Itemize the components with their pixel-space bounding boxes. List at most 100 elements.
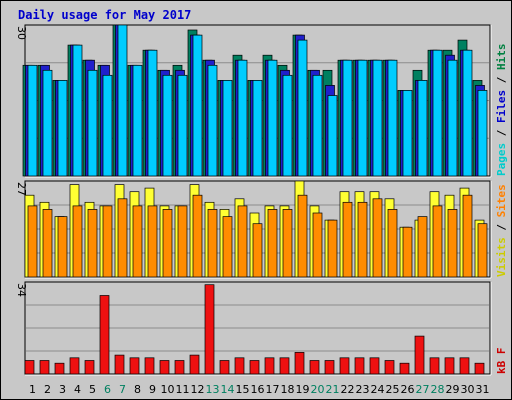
bar-kb-f-day-2 — [39, 360, 50, 375]
x-tick-label-day-2: 2 — [44, 383, 51, 396]
legend-separator: / — [495, 123, 508, 143]
bar-sites-day-23 — [357, 201, 368, 278]
x-tick-label-day-7: 7 — [119, 383, 126, 396]
bar-sites-day-15 — [237, 205, 248, 278]
bar-kb-f-day-30 — [459, 357, 470, 375]
bar-sites-day-1 — [27, 205, 38, 278]
bar-kb-f-day-8 — [129, 357, 140, 375]
x-tick-label-day-25: 25 — [386, 383, 400, 396]
legend-item: Files — [495, 90, 508, 123]
bar-sites-day-27 — [417, 216, 428, 278]
bar-kb-f-day-19 — [294, 352, 305, 375]
bar-kb-f-day-31 — [474, 362, 485, 375]
x-tick-label-day-3: 3 — [59, 383, 66, 396]
bar-sites-day-18 — [282, 209, 293, 278]
bar-pages-day-20 — [312, 74, 323, 177]
bar-pages-day-10 — [162, 74, 173, 177]
ymax-label-kbytes: 34 — [15, 283, 28, 297]
x-tick-label-day-15: 15 — [236, 383, 250, 396]
bar-sites-day-9 — [147, 205, 158, 278]
bar-sites-day-25 — [387, 209, 398, 278]
x-tick-label-day-22: 22 — [341, 383, 355, 396]
bar-kb-f-day-4 — [69, 357, 80, 375]
bar-pages-day-31 — [477, 90, 488, 177]
bar-sites-day-20 — [312, 212, 323, 278]
x-tick-label-day-23: 23 — [356, 383, 370, 396]
x-tick-label-day-28: 28 — [431, 383, 445, 396]
legend-separator: / — [495, 70, 508, 90]
bar-pages-day-23 — [357, 59, 368, 177]
bar-kb-f-day-28 — [429, 357, 440, 375]
chart-title: Daily usage for May 2017 — [18, 8, 191, 22]
bar-kb-f-day-15 — [234, 357, 245, 375]
bar-kb-f-day-25 — [384, 360, 395, 375]
x-tick-label-day-24: 24 — [371, 383, 385, 396]
bar-pages-day-30 — [462, 49, 473, 177]
x-tick-label-day-30: 30 — [461, 383, 475, 396]
bar-sites-day-22 — [342, 201, 353, 278]
bar-sites-day-7 — [117, 198, 128, 278]
bar-sites-day-31 — [477, 223, 488, 278]
bar-sites-day-13 — [207, 209, 218, 278]
x-tick-label-day-12: 12 — [191, 383, 205, 396]
legend-separator: / — [495, 217, 508, 237]
bar-pages-day-8 — [132, 64, 143, 177]
x-tick-label-day-8: 8 — [134, 383, 141, 396]
bar-sites-day-28 — [432, 205, 443, 278]
bar-kb-f-day-7 — [114, 354, 125, 375]
bar-kb-f-day-13 — [204, 284, 215, 375]
legend-item: kB F — [495, 348, 508, 375]
bar-kb-f-day-17 — [264, 357, 275, 375]
bar-kb-f-day-12 — [189, 354, 200, 375]
bar-sites-day-19 — [297, 194, 308, 278]
bar-sites-day-8 — [132, 205, 143, 278]
bar-sites-day-26 — [402, 226, 413, 278]
bar-sites-day-30 — [462, 194, 473, 278]
x-tick-label-day-10: 10 — [161, 383, 175, 396]
bar-pages-day-16 — [252, 80, 263, 177]
bar-kb-f-day-21 — [324, 360, 335, 375]
ymax-label-visits-sites: 27 — [15, 182, 28, 196]
bar-kb-f-day-23 — [354, 357, 365, 375]
bar-pages-day-7 — [117, 24, 128, 177]
x-tick-label-day-19: 19 — [296, 383, 310, 396]
bar-kb-f-day-10 — [159, 360, 170, 375]
x-tick-label-day-1: 1 — [29, 383, 36, 396]
bar-kb-f-day-16 — [249, 360, 260, 375]
bar-pages-day-25 — [387, 59, 398, 177]
bar-sites-day-16 — [252, 223, 263, 278]
x-tick-label-day-31: 31 — [476, 383, 490, 396]
x-tick-label-day-9: 9 — [149, 383, 156, 396]
bar-kb-f-day-9 — [144, 357, 155, 375]
bar-pages-day-15 — [237, 59, 248, 177]
bar-pages-day-17 — [267, 59, 278, 177]
bar-kb-f-day-24 — [369, 357, 380, 375]
bar-kb-f-day-5 — [84, 360, 95, 375]
bar-sites-day-6 — [102, 205, 113, 278]
x-tick-label-day-21: 21 — [326, 383, 340, 396]
bar-pages-day-24 — [372, 59, 383, 177]
bar-kb-f-day-1 — [24, 360, 35, 375]
x-tick-label-day-29: 29 — [446, 383, 460, 396]
bar-pages-day-13 — [207, 64, 218, 177]
legend-item: Sites — [495, 184, 508, 217]
x-tick-label-day-17: 17 — [266, 383, 280, 396]
bar-pages-day-14 — [222, 80, 233, 177]
x-tick-label-day-14: 14 — [221, 383, 235, 396]
bar-pages-day-5 — [87, 69, 98, 177]
bar-kb-f-day-22 — [339, 357, 350, 375]
bar-pages-day-29 — [447, 59, 458, 177]
bar-sites-day-10 — [162, 209, 173, 278]
x-tick-label-day-6: 6 — [104, 383, 111, 396]
bar-pages-day-9 — [147, 49, 158, 177]
bar-pages-day-3 — [57, 80, 68, 177]
bar-kb-f-day-27 — [414, 335, 425, 375]
x-tick-label-day-16: 16 — [251, 383, 265, 396]
bar-pages-day-12 — [192, 34, 203, 177]
bar-pages-day-6 — [102, 74, 113, 177]
bar-kb-f-day-29 — [444, 357, 455, 375]
bar-pages-day-4 — [72, 44, 83, 177]
bar-sites-day-24 — [372, 198, 383, 278]
x-tick-label-day-26: 26 — [401, 383, 415, 396]
x-tick-label-day-20: 20 — [311, 383, 325, 396]
